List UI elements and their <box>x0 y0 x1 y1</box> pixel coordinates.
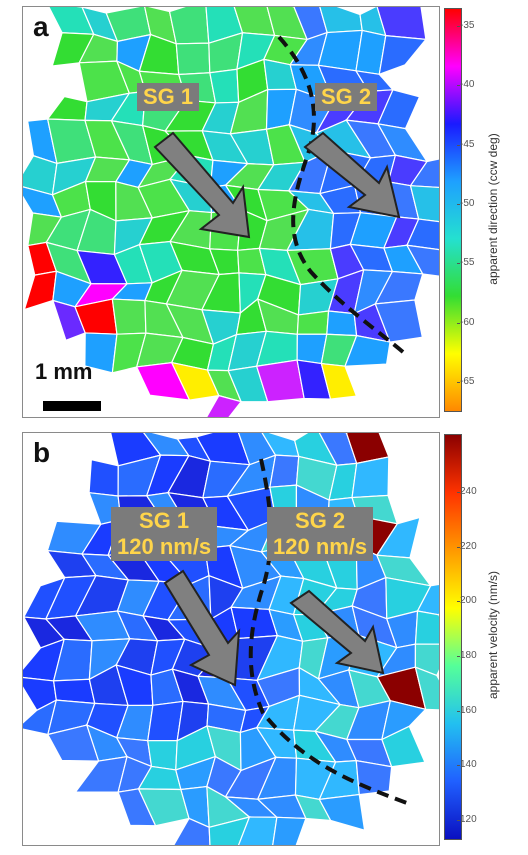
colorbar-a: -35 -40 -45 -50 -55 -60 -65 apparent direction… <box>440 6 528 416</box>
arrow-sg2-icon <box>303 131 401 219</box>
scalebar <box>43 401 101 411</box>
colorbar-tick-label: 240 <box>457 486 477 497</box>
grain-cell <box>320 362 358 400</box>
colorbar-tick-label: -45 <box>456 138 475 150</box>
grain-cell <box>405 244 439 277</box>
colorbar-tick-label: -60 <box>456 316 475 328</box>
colorbar-tick-label: 200 <box>457 595 477 607</box>
grain-cell <box>52 678 96 705</box>
grain-cell <box>175 42 211 76</box>
grain-cell <box>409 158 439 189</box>
grain-map-a <box>23 7 439 417</box>
grain-cell <box>374 299 424 343</box>
grain-cell <box>355 759 393 796</box>
panel-b-velocity-map: b SG 1 120 nm/s SG 2 120 nm/s <box>22 432 440 846</box>
grain-cell <box>378 34 428 76</box>
grain-cell <box>326 310 358 337</box>
sg1-label: SG 1 120 nm/s <box>111 507 218 561</box>
grain-cell <box>414 666 439 711</box>
scalebar-label: 1 mm <box>35 359 93 384</box>
grain-cell <box>272 816 307 845</box>
grain-cell <box>409 185 439 223</box>
arrow-sg1-icon <box>163 569 241 687</box>
arrow-sg1-icon <box>153 131 251 239</box>
colorbar-tick-label: 120 <box>457 814 477 825</box>
grain-cell <box>344 334 391 367</box>
grain-cell <box>269 454 300 488</box>
colorbar-gradient <box>444 434 462 840</box>
grain-cell <box>208 816 251 845</box>
colorbar-title: apparent velocity (nm/s) <box>486 570 500 700</box>
grain-cell <box>209 68 240 104</box>
grain-cell <box>318 793 366 832</box>
colorbar-tick-label: -55 <box>456 257 475 269</box>
sg1-label: SG 1 <box>137 83 200 111</box>
colorbar-tick-label: 220 <box>457 540 477 552</box>
colorbar-gradient <box>444 8 462 412</box>
colorbar-tick-label: 180 <box>457 650 477 661</box>
sg2-label: SG 2 <box>315 83 378 111</box>
colorbar-tick-label: -50 <box>456 198 475 209</box>
grain-cell <box>88 458 119 497</box>
colorbar-tick-label: -40 <box>456 79 475 91</box>
colorbar-title: apparent direction (ccw deg) <box>486 133 500 285</box>
grain-cell <box>173 817 211 845</box>
colorbar-tick-label: 140 <box>457 759 477 771</box>
colorbar-tick-label: -35 <box>456 20 475 31</box>
grain-cell <box>381 725 426 768</box>
grain-cell <box>414 610 439 645</box>
sg2-label: SG 2 120 nm/s <box>267 507 374 561</box>
colorbar-b: 240 220 200 180 160 140 120 apparent velocity … <box>440 432 528 844</box>
grain-cell <box>168 7 210 45</box>
panel-a-direction-map: a SG 1 SG 2 1 mm <box>22 6 440 418</box>
grain-cell <box>23 270 58 311</box>
grain-cell <box>351 456 390 499</box>
grain-cell <box>111 298 147 335</box>
colorbar-tick-label: -65 <box>456 376 475 387</box>
arrow-sg2-icon <box>289 589 385 675</box>
boundary-dashed-line <box>277 35 405 354</box>
grain-cell <box>205 394 243 417</box>
panel-letter: b <box>33 437 51 468</box>
grain-map-b <box>23 433 439 845</box>
grain-cell <box>237 816 278 845</box>
grain-cell <box>406 218 439 251</box>
grain-cell <box>296 310 330 335</box>
grain-cell <box>46 95 88 122</box>
grain-cell <box>147 740 178 771</box>
panel-letter: a <box>33 11 49 42</box>
colorbar-tick-label: 160 <box>457 704 477 716</box>
